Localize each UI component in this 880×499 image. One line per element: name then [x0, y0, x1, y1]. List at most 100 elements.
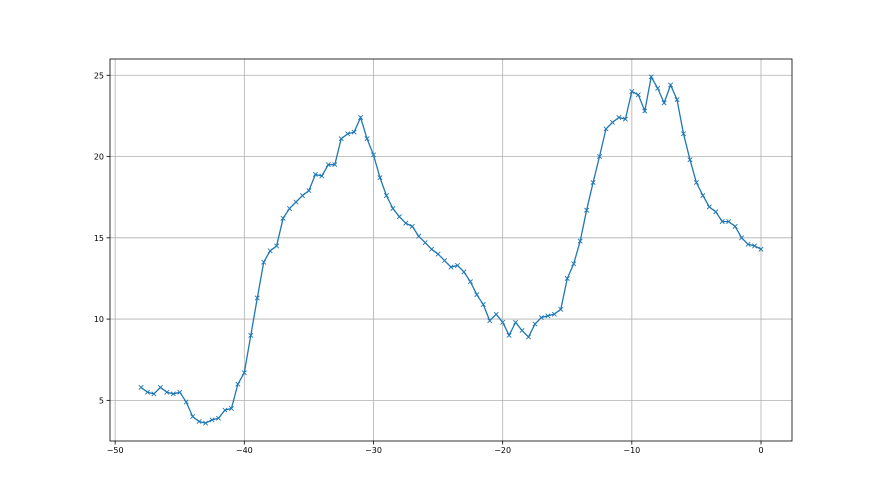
x-tick-label: −20 — [494, 446, 511, 455]
x-tick-label: −10 — [623, 446, 640, 455]
data-point-marker — [383, 193, 389, 199]
data-point-marker — [222, 407, 228, 413]
data-point-marker — [319, 173, 325, 179]
data-point-marker — [487, 318, 493, 324]
data-point-marker — [571, 261, 577, 267]
y-tick-label: 25 — [94, 71, 104, 80]
data-point-marker — [403, 220, 409, 226]
data-point-marker — [758, 246, 764, 252]
data-point-marker — [661, 100, 667, 106]
data-point-marker — [293, 199, 299, 205]
x-tick-label: −40 — [236, 446, 253, 455]
data-point-marker — [351, 129, 357, 135]
data-point-marker — [739, 235, 745, 241]
data-point-marker — [170, 391, 176, 397]
x-tick-label: 0 — [758, 446, 763, 455]
data-point-marker — [525, 334, 532, 340]
data-point-marker — [642, 108, 648, 114]
data-point-marker — [693, 180, 699, 186]
y-tick-label: 20 — [94, 153, 104, 162]
data-point-marker — [429, 246, 435, 252]
data-point-marker — [312, 171, 318, 177]
y-tick-label: 15 — [94, 234, 104, 243]
data-point-marker — [467, 279, 473, 285]
data-point-marker — [164, 389, 170, 395]
data-point-marker — [267, 248, 273, 254]
x-tick-label: −50 — [107, 446, 124, 455]
x-axis: −50 −40 −30 −20 −10 0 — [107, 441, 764, 455]
data-point-marker — [519, 327, 525, 333]
data-point-marker — [377, 175, 383, 181]
grid — [110, 59, 792, 441]
data-point-marker — [190, 414, 196, 420]
data-point-marker — [299, 193, 305, 199]
data-point-marker — [151, 391, 157, 397]
data-point-marker — [551, 311, 557, 317]
series-line — [140, 75, 762, 424]
data-point-marker — [538, 314, 544, 320]
data-point-marker — [752, 243, 758, 249]
data-point-marker — [635, 92, 641, 98]
data-point-marker — [370, 152, 377, 158]
data-point-marker — [138, 384, 144, 390]
data-point-marker — [564, 275, 570, 281]
y-tick-label: 10 — [94, 315, 104, 324]
data-point-marker — [338, 136, 344, 142]
data-point-marker — [306, 188, 312, 194]
data-point-marker — [261, 259, 267, 265]
data-point-marker — [390, 206, 396, 212]
data-point-marker — [590, 180, 596, 186]
data-point-marker — [358, 115, 364, 121]
data-point-marker — [345, 131, 351, 137]
x-tick-label: −30 — [365, 446, 382, 455]
data-series — [138, 74, 764, 426]
data-point-marker — [474, 292, 480, 298]
data-point-marker — [280, 215, 286, 221]
data-point-marker — [674, 97, 680, 103]
data-point-marker — [448, 264, 454, 270]
data-point-marker — [680, 131, 687, 137]
data-point-marker — [700, 193, 706, 199]
data-point-marker — [396, 214, 402, 220]
data-point-marker — [287, 206, 293, 212]
data-point-marker — [228, 405, 234, 412]
data-point-marker — [332, 162, 338, 168]
data-point-marker — [532, 321, 538, 327]
data-point-marker — [609, 119, 615, 125]
data-point-marker — [248, 332, 254, 338]
data-point-marker — [545, 313, 551, 319]
data-point-marker — [713, 209, 719, 215]
data-point-marker — [513, 319, 519, 325]
data-point-marker — [480, 301, 486, 307]
data-point-marker — [274, 243, 280, 249]
data-point-marker — [442, 258, 448, 264]
data-point-marker — [409, 223, 415, 229]
data-point-marker — [687, 157, 693, 163]
data-point-marker — [209, 417, 215, 423]
axes-frame — [109, 58, 793, 442]
data-point-marker — [235, 381, 241, 387]
data-point-marker — [461, 269, 467, 275]
y-tick-label: 5 — [99, 396, 104, 405]
data-point-marker — [745, 241, 751, 247]
data-point-marker — [493, 311, 499, 317]
data-point-marker — [215, 415, 222, 421]
data-point-marker — [603, 126, 609, 132]
data-point-marker — [726, 219, 732, 225]
data-point-marker — [648, 74, 654, 80]
data-point-marker — [622, 116, 628, 122]
data-point-marker — [157, 384, 163, 390]
data-point-marker — [706, 204, 712, 210]
data-point-marker — [629, 88, 635, 95]
data-point-marker — [144, 389, 150, 395]
data-point-marker — [558, 306, 564, 312]
data-point-marker — [655, 85, 661, 91]
data-point-marker — [183, 399, 189, 405]
data-point-marker — [584, 207, 590, 213]
data-point-marker — [577, 238, 583, 244]
data-point-marker — [177, 389, 183, 395]
data-point-marker — [506, 332, 512, 338]
data-point-marker — [241, 370, 247, 376]
data-point-marker — [254, 295, 260, 301]
